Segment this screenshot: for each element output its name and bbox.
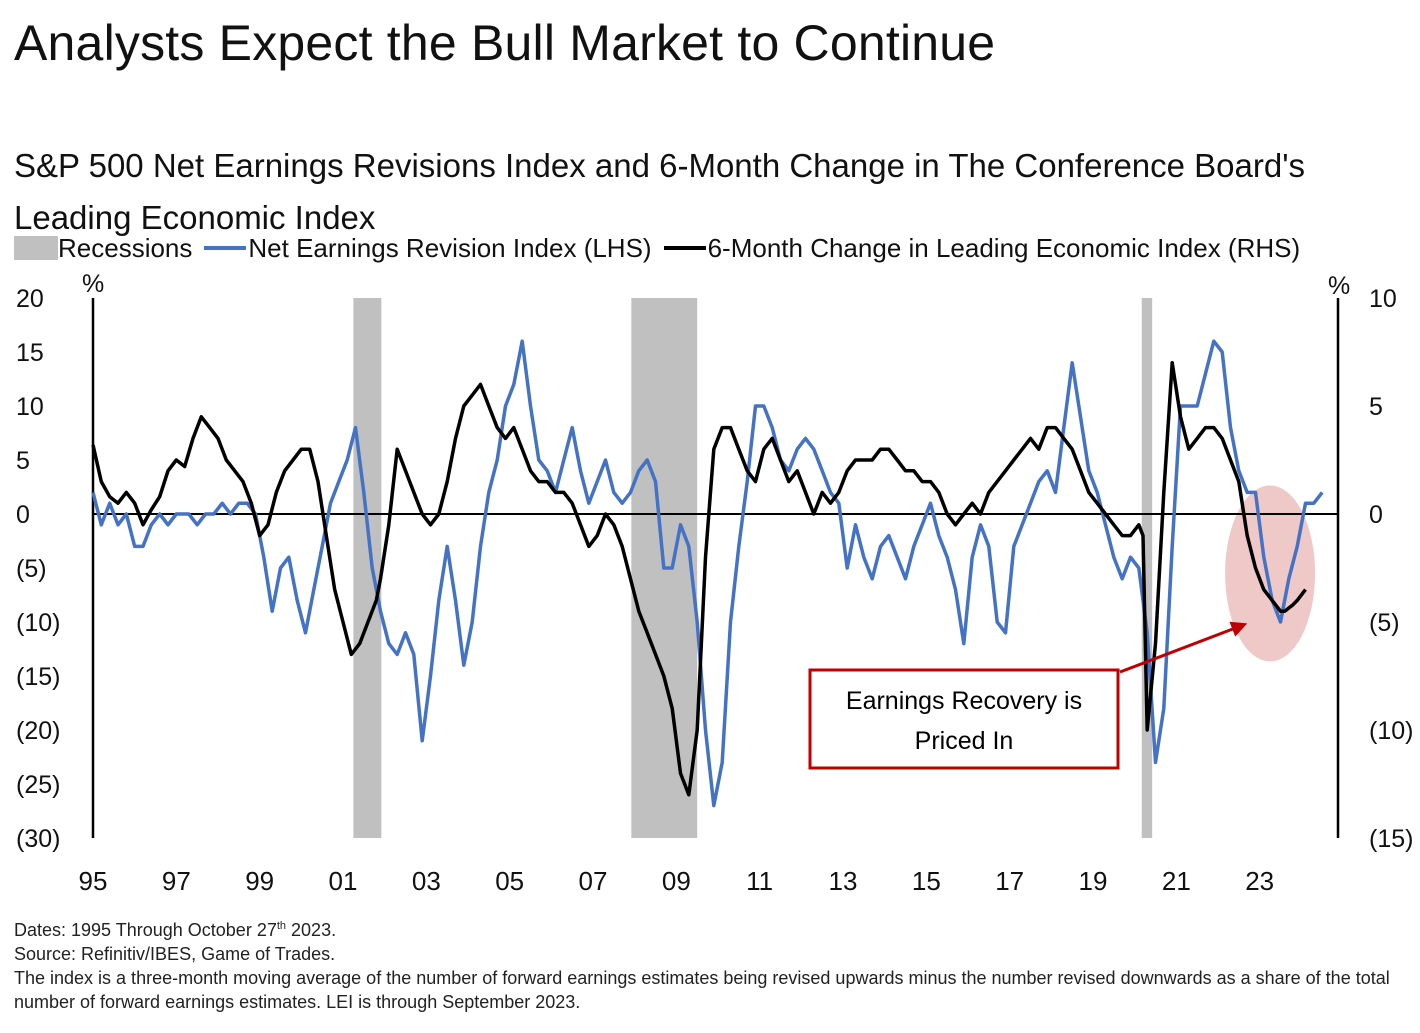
x-axis-tick-label: 21 bbox=[1162, 866, 1191, 896]
annotation-arrow-head bbox=[1229, 621, 1248, 637]
left-axis-tick-label: (25) bbox=[16, 771, 60, 799]
right-axis-unit: % bbox=[1328, 272, 1350, 300]
left-axis-unit: % bbox=[82, 270, 104, 298]
x-axis-tick-label: 09 bbox=[662, 866, 691, 896]
annotation-text-line2: Priced In bbox=[915, 727, 1014, 755]
x-axis-tick-label: 01 bbox=[329, 866, 358, 896]
legend-label-recessions: Recessions bbox=[58, 232, 193, 263]
x-axis-tick-label: 23 bbox=[1245, 866, 1274, 896]
x-axis-tick-label: 95 bbox=[79, 866, 108, 896]
right-axis-tick-label: 5 bbox=[1369, 393, 1383, 421]
left-axis-tick-label: (15) bbox=[16, 663, 60, 691]
right-axis-tick-label: (5) bbox=[1369, 609, 1400, 637]
right-axis-tick-label: 0 bbox=[1369, 501, 1383, 529]
left-axis-tick-label: (30) bbox=[16, 825, 60, 853]
legend-swatch-lei bbox=[663, 246, 706, 250]
legend-swatch-earnings bbox=[204, 246, 247, 250]
left-axis-tick-label: 15 bbox=[16, 339, 44, 367]
chart-title: Analysts Expect the Bull Market to Conti… bbox=[14, 15, 996, 71]
recession-band bbox=[353, 298, 382, 838]
left-axis-tick-label: (5) bbox=[16, 555, 47, 583]
right-axis-tick-label: (10) bbox=[1369, 717, 1413, 745]
annotation-arrow bbox=[1119, 625, 1239, 674]
x-axis-tick-label: 15 bbox=[912, 866, 941, 896]
left-axis-tick-label: (20) bbox=[16, 717, 60, 745]
x-axis-tick-label: 17 bbox=[995, 866, 1024, 896]
axes: 20 15 10 5 0 (5) (10) (15) (20) (25) (30)% 10 5 0 (5) (… bbox=[16, 270, 1413, 896]
earnings-revision-line bbox=[91, 339, 1324, 808]
legend-label-earnings: Net Earnings Revision Index (LHS) bbox=[248, 232, 652, 263]
left-axis-tick-label: 10 bbox=[16, 393, 44, 421]
legend-item-recessions: Recessions bbox=[14, 233, 192, 264]
left-axis-tick-label: (10) bbox=[16, 609, 60, 637]
chart-subtitle: S&P 500 Net Earnings Revisions Index and… bbox=[14, 147, 1306, 236]
x-axis-tick-label: 05 bbox=[495, 866, 524, 896]
footnote-dates: Dates: 1995 Through October 27th 2023. bbox=[14, 914, 1414, 942]
footnote-note: The index is a three-month moving averag… bbox=[14, 968, 1390, 1012]
footnotes: Dates: 1995 Through October 27th 2023. S… bbox=[14, 914, 1414, 1014]
footnote-dates-suffix: 2023. bbox=[286, 920, 337, 940]
series-lines bbox=[91, 339, 1324, 808]
x-axis-tick-label: 11 bbox=[746, 866, 773, 896]
left-axis-tick-label: 5 bbox=[16, 447, 30, 475]
lei-change-line bbox=[91, 361, 1307, 797]
x-axis-tick-label: 97 bbox=[162, 866, 191, 896]
x-axis-tick-label: 19 bbox=[1079, 866, 1108, 896]
left-axis-tick-label: 20 bbox=[16, 285, 44, 313]
right-axis-tick-label: (15) bbox=[1369, 825, 1413, 853]
legend-label-lei: 6-Month Change in Leading Economic Index… bbox=[707, 232, 1301, 263]
annotation-text-line1: Earnings Recovery is bbox=[846, 687, 1082, 715]
chart-plot-area: 20 15 10 5 0 (5) (10) (15) (20) (25) (30)% 10 5 0 (5) (… bbox=[16, 270, 1413, 896]
annotation-box bbox=[808, 668, 1120, 770]
annotation: Earnings Recovery is Priced In bbox=[808, 621, 1248, 770]
legend-item-earnings: Net Earnings Revision Index (LHS) bbox=[204, 232, 652, 264]
footnote-dates-prefix: Dates: 1995 Through October 27 bbox=[14, 920, 277, 940]
x-axis-tick-label: 13 bbox=[829, 866, 858, 896]
x-axis-tick-label: 03 bbox=[412, 866, 441, 896]
left-axis-tick-label: 0 bbox=[16, 501, 30, 529]
legend: Recessions Net Earnings Revision Index (… bbox=[14, 231, 1312, 265]
footnote-source: Source: Refinitiv/IBES, Game of Trades. bbox=[14, 944, 336, 964]
right-axis-tick-label: 10 bbox=[1369, 285, 1397, 313]
legend-item-lei: 6-Month Change in Leading Economic Index… bbox=[663, 232, 1301, 264]
x-axis-tick-label: 99 bbox=[245, 866, 274, 896]
recession-band bbox=[1141, 298, 1153, 838]
footnote-dates-sup: th bbox=[276, 920, 287, 932]
highlight-ellipse bbox=[1225, 485, 1316, 662]
legend-swatch-recessions bbox=[14, 236, 58, 260]
x-axis-tick-label: 07 bbox=[579, 866, 608, 896]
